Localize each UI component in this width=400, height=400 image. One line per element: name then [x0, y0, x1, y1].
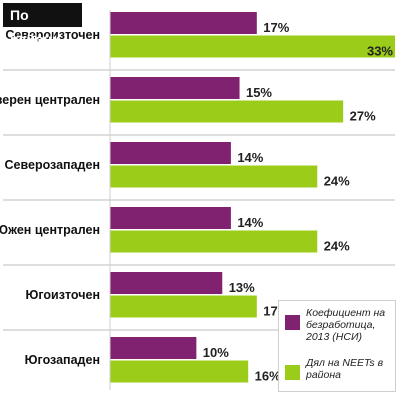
bar	[110, 207, 231, 229]
data-label: 15%	[246, 85, 272, 100]
bar	[110, 337, 197, 359]
bar	[110, 100, 344, 123]
data-label: 13%	[229, 280, 255, 295]
chart-title: По райони	[3, 3, 82, 47]
data-label: 24%	[324, 239, 350, 254]
data-label: 17%	[263, 20, 289, 35]
data-label: 16%	[255, 369, 281, 384]
bar	[110, 360, 249, 383]
category-label: Южен централен	[0, 223, 100, 237]
bar	[110, 77, 240, 99]
legend-label-unemployment: Коефициент на безработица, 2013 (НСИ)	[306, 307, 386, 343]
legend-swatch-purple	[285, 315, 300, 330]
legend-swatch-green	[285, 365, 300, 380]
bar	[110, 295, 257, 318]
bar	[110, 272, 223, 294]
data-label: 27%	[350, 109, 376, 124]
category-label: Югозападен	[25, 353, 100, 367]
legend-item-neets: Дял на NEETs в района	[285, 357, 392, 381]
bar	[110, 35, 395, 58]
category-label: Югоизточен	[25, 288, 100, 302]
legend-item-unemployment: Коефициент на безработица, 2013 (НСИ)	[285, 307, 392, 343]
data-label: 14%	[237, 215, 263, 230]
bar	[110, 12, 257, 34]
data-label: 14%	[237, 150, 263, 165]
bar	[110, 165, 318, 188]
bar	[110, 142, 231, 164]
category-label: Североизточен	[5, 28, 100, 42]
data-label: 33%	[367, 44, 393, 59]
legend: Коефициент на безработица, 2013 (НСИ) Дя…	[278, 300, 396, 392]
category-label: Северен централен	[0, 93, 100, 107]
legend-label-neets: Дял на NEETs в района	[306, 357, 384, 381]
bar	[110, 230, 318, 253]
category-label: Северозападен	[5, 158, 101, 172]
data-label: 10%	[203, 345, 229, 360]
data-label: 24%	[324, 174, 350, 189]
